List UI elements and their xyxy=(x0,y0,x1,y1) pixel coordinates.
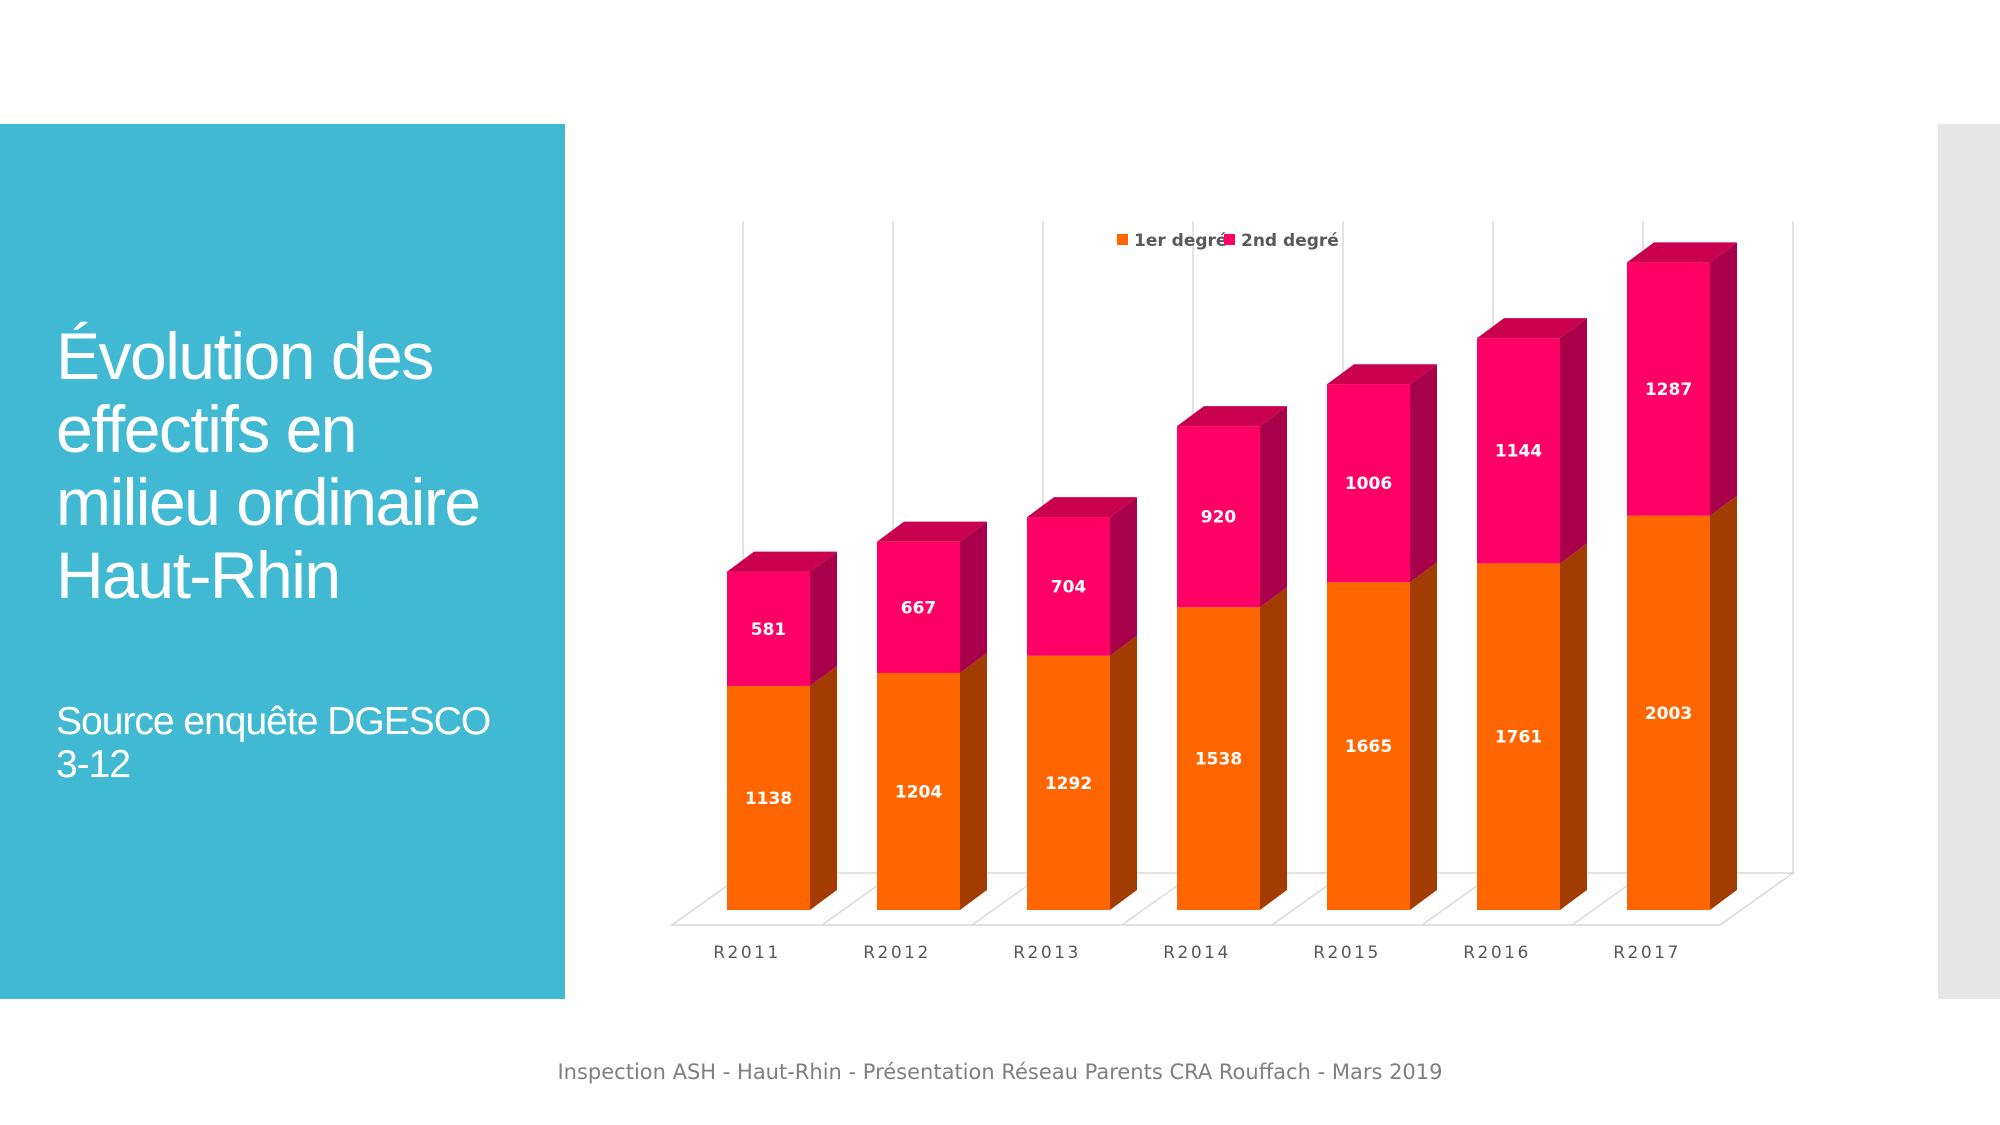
data-label-2nd-degre: 920 xyxy=(1201,508,1237,528)
data-label-1er-degre: 1538 xyxy=(1195,750,1242,770)
bar-1er-degre-side xyxy=(810,665,837,910)
data-label-1er-degre: 1204 xyxy=(895,782,942,802)
x-tick-label: R2014 xyxy=(1163,943,1231,963)
bar-1er-degre xyxy=(1027,655,1110,910)
bar-2nd-degre-side xyxy=(810,551,837,686)
slide-title-line: effectifs en xyxy=(56,392,357,466)
x-tick-label: R2015 xyxy=(1313,943,1381,963)
bar-top xyxy=(1177,406,1287,427)
bar-2nd-degre xyxy=(727,571,810,686)
bar-top xyxy=(1027,497,1137,518)
bar-1er-degre-side xyxy=(1260,587,1287,910)
bar-2nd-degre xyxy=(1477,338,1560,564)
data-label-1er-degre: 2003 xyxy=(1645,704,1692,724)
data-label-2nd-degre: 581 xyxy=(751,620,787,640)
bar-top xyxy=(1477,318,1587,339)
bar-1er-degre-side xyxy=(1710,495,1737,910)
legend-label: 2nd degré xyxy=(1241,231,1339,251)
data-label-2nd-degre: 1287 xyxy=(1645,380,1692,400)
bar-1er-degre xyxy=(1627,515,1710,910)
right-decor-strip xyxy=(1938,124,2000,999)
bar-2nd-degre-side xyxy=(960,521,987,673)
bar-2nd-degre-side xyxy=(1110,497,1137,656)
slide-subtitle-line: 3-12 xyxy=(56,743,131,786)
bar-2nd-degre xyxy=(1177,426,1260,608)
legend-swatch xyxy=(1117,234,1128,245)
bar-1er-degre-side xyxy=(1110,635,1137,910)
x-tick-label: R2016 xyxy=(1463,943,1531,963)
legend-swatch xyxy=(1224,234,1235,245)
slide-footer: Inspection ASH - Haut-Rhin - Présentatio… xyxy=(557,1060,1443,1084)
bar-1er-degre xyxy=(1327,582,1410,910)
chart-bars xyxy=(727,242,1737,910)
bar-1er-degre-side xyxy=(1410,562,1437,910)
bar-2nd-degre-side xyxy=(1710,242,1737,516)
chart-floor-plane xyxy=(669,872,1796,926)
slide-title-line: milieu ordinaire xyxy=(56,465,481,539)
chart-x-axis-ticks: R2011 R2012 R2013 R2014 R2015 R2016 R2017 xyxy=(713,943,1681,963)
bar-2nd-degre xyxy=(877,541,960,673)
bar-top xyxy=(877,521,987,542)
left-title-panel xyxy=(0,124,565,999)
bar-2nd-degre xyxy=(1027,517,1110,656)
slide-title-line: Évolution des xyxy=(56,319,434,393)
x-tick-label: R2012 xyxy=(863,943,931,963)
slide-title-line: Haut-Rhin xyxy=(56,538,341,612)
data-label-2nd-degre: 667 xyxy=(901,598,937,618)
data-label-1er-degre: 1761 xyxy=(1495,728,1542,748)
chart-data-labels: 1138 581 1204 667 1292 704 1538 920 1665 1006 1761… xyxy=(745,380,1692,809)
bar-1er-degre xyxy=(877,672,960,910)
slide-title: Évolution des effectifs en milieu ordina… xyxy=(56,320,556,612)
bar-1er-degre xyxy=(1177,607,1260,910)
bar-2nd-degre xyxy=(1627,262,1710,516)
data-label-1er-degre: 1665 xyxy=(1345,737,1392,757)
data-label-1er-degre: 1292 xyxy=(1045,774,1092,794)
bar-2nd-degre-side xyxy=(1410,364,1437,583)
data-label-1er-degre: 1138 xyxy=(745,789,792,809)
slide-subtitle: Source enquête DGESCO 3-12 xyxy=(56,700,556,786)
bar-1er-degre xyxy=(727,685,810,910)
bar-2nd-degre xyxy=(1327,384,1410,583)
bar-top xyxy=(1627,242,1737,263)
bar-2nd-degre-side xyxy=(1260,406,1287,608)
data-label-2nd-degre: 1144 xyxy=(1495,442,1542,462)
bar-2nd-degre-side xyxy=(1560,318,1587,564)
legend-label: 1er degré xyxy=(1134,231,1227,251)
bar-1er-degre-side xyxy=(1560,543,1587,910)
x-tick-label: R2017 xyxy=(1613,943,1681,963)
x-tick-label: R2011 xyxy=(713,943,781,963)
data-label-2nd-degre: 704 xyxy=(1051,577,1087,597)
data-label-2nd-degre: 1006 xyxy=(1345,474,1392,494)
x-tick-label: R2013 xyxy=(1013,943,1081,963)
bar-1er-degre xyxy=(1477,563,1560,910)
bar-1er-degre-side xyxy=(960,652,987,910)
chart-legend: 1er degré 2nd degré xyxy=(1117,231,1339,251)
slide-subtitle-line: Source enquête DGESCO xyxy=(56,700,491,743)
bar-top xyxy=(1327,364,1437,385)
bar-top xyxy=(727,551,837,572)
